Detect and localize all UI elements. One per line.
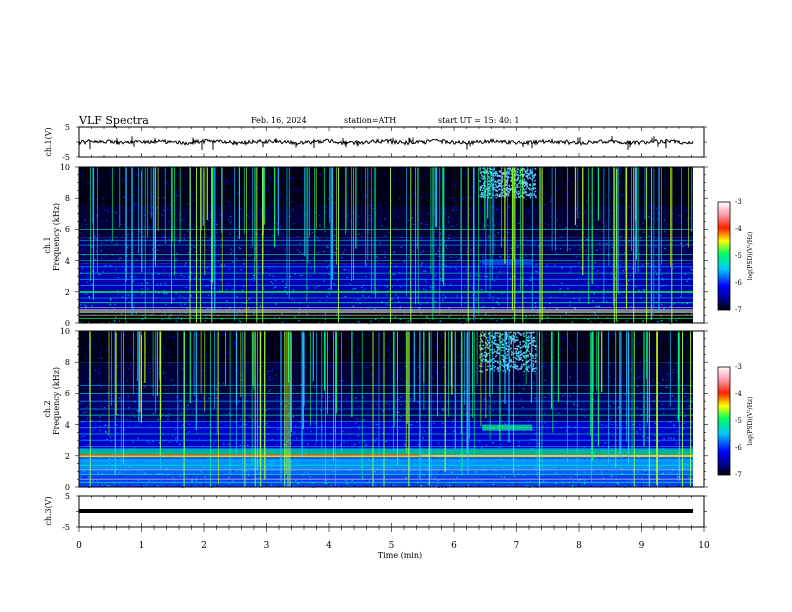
ch1-colorbar-tick-m5: -5 [735,252,742,260]
ch2-colorbar-tick-m6: -6 [735,444,742,452]
ch1-spectrogram-panel: 0 2 4 6 8 10 ch.1 Frequency (kHz) [43,163,705,328]
x-tick-7: 7 [514,541,520,551]
ch2-colorbar-tick-m3: -3 [735,363,742,371]
ch3-waveform-ylabel: ch.3(V) [44,496,53,525]
ch1-colorbar: -3 -4 -5 -6 -7 log(PSD)(V²/Hz) [717,198,754,314]
ch2-spec-ylabel: Frequency (kHz) [52,367,61,435]
ch1-waveform-ytick-bottom: -5 [62,153,70,162]
ch1-spec-ytick-0: 0 [65,319,70,328]
ch2-spec-ylabel-channel: ch.2 [43,400,52,417]
x-tick-8: 8 [576,541,582,551]
ch1-spec-ytick-6: 6 [65,225,70,234]
ch2-colorbar-gradient [717,366,731,476]
ch2-colorbar-label: log(PSD)(V²/Hz) [747,397,754,446]
ch1-spec-ylabel: Frequency (kHz) [52,203,61,271]
x-axis-label: Time (min) [378,551,422,560]
ch3-waveform-line [79,509,693,513]
ch1-spec-ytick-10: 10 [60,163,70,172]
ch3-waveform-panel: 5 -5 ch.3(V) [44,492,705,532]
ch2-spec-ytick-4: 4 [65,421,70,430]
ch1-spec-ytick-2: 2 [65,288,70,297]
spectrogram-band [79,393,693,422]
spectrogram-band [79,474,693,487]
x-tick-0: 0 [76,541,82,551]
ch2-spectrogram-image [79,331,704,489]
ch1-waveform-panel: 5 -5 ch.1(V) [44,123,705,162]
spectrogram-band [79,331,693,363]
ch1-colorbar-label: log(PSD)(V²/Hz) [747,232,754,281]
spectrogram-band [79,206,693,238]
x-tick-5: 5 [389,541,395,551]
spectrogram-band [79,362,693,394]
ch1-spec-ytick-4: 4 [65,257,70,266]
ch2-colorbar: -3 -4 -5 -6 -7 log(PSD)(V²/Hz) [717,363,754,479]
x-axis: 0 1 2 3 4 5 6 7 8 9 10 Time (min) [76,541,710,560]
figure-title: VLF Spectra [78,114,149,127]
ch1-waveform-ylabel: ch.1(V) [44,127,53,156]
ch2-spec-ytick-10: 10 [60,327,70,336]
ch1-colorbar-gradient [717,201,731,311]
ch3-waveform-ytick-top: 5 [65,492,70,501]
x-tick-3: 3 [264,541,270,551]
ch1-colorbar-tick-m7: -7 [735,306,742,314]
ch2-spec-ytick-6: 6 [65,389,70,398]
ch2-spectrogram-panel: 0 2 4 6 8 10 ch.2 Frequency (kHz) [43,327,705,492]
x-tick-10: 10 [698,541,710,551]
ch2-colorbar-tick-m5: -5 [735,417,742,425]
ch2-spec-ytick-8: 8 [65,358,70,367]
spectrogram-band [79,167,693,206]
ch1-spec-ylabel-channel: ch.1 [43,236,52,253]
spectrogram-band [79,263,693,311]
x-tick-9: 9 [639,541,645,551]
spectrogram-band [79,237,693,264]
ch1-colorbar-tick-m4: -4 [735,225,742,233]
ch1-waveform-line [78,136,694,150]
date-label: Feb. 16, 2024 [251,116,307,125]
ch2-spec-ytick-2: 2 [65,452,70,461]
start-time-label: start UT = 15: 40: 1 [438,116,519,125]
ch1-colorbar-tick-m6: -6 [735,279,742,287]
ch2-colorbar-tick-m7: -7 [735,471,742,479]
axis-ticks [75,126,708,532]
x-tick-6: 6 [451,541,457,551]
ch1-spectrogram-image [79,167,704,325]
ch2-colorbar-tick-m4: -4 [735,390,742,398]
x-tick-2: 2 [201,541,207,551]
x-tick-1: 1 [139,541,145,551]
ch1-spec-ytick-8: 8 [65,194,70,203]
spectrogram-band [79,421,693,448]
ch1-waveform-ytick-top: 5 [65,123,70,132]
ch3-waveform-ytick-bottom: -5 [62,523,70,532]
x-tick-4: 4 [326,541,332,551]
ch1-colorbar-tick-m3: -3 [735,198,742,206]
station-label: station=ATH [344,116,396,125]
ch2-spec-ytick-0: 0 [65,483,70,492]
